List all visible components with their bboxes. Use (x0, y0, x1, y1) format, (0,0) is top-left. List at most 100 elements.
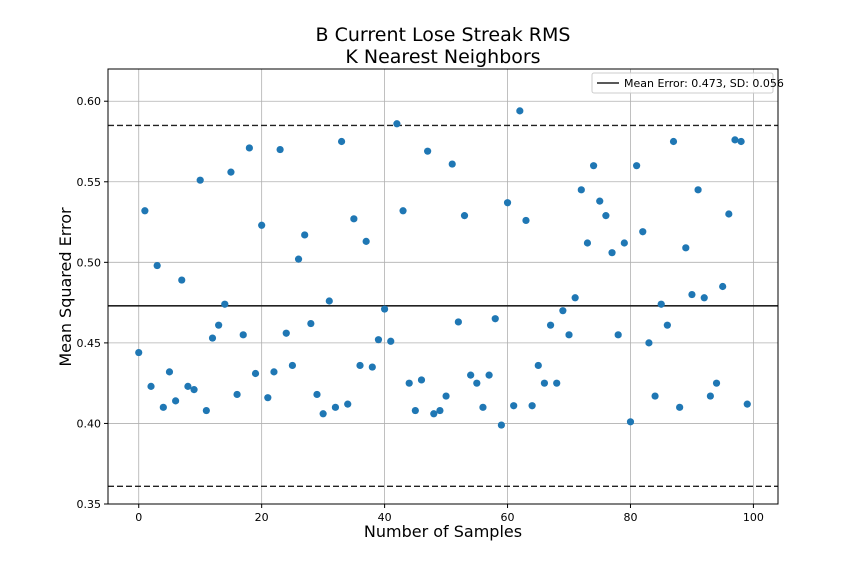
data-point (534, 361, 542, 370)
data-point (245, 144, 253, 152)
y-axis-label: Mean Squared Error (56, 207, 75, 367)
data-point (565, 331, 573, 339)
data-point (405, 379, 413, 387)
data-point (356, 361, 364, 370)
data-point (571, 294, 579, 302)
data-point (682, 244, 690, 252)
data-point (479, 403, 487, 411)
data-point (387, 337, 395, 345)
x-tick-label: 40 (378, 511, 392, 524)
data-point (172, 397, 180, 405)
data-point (344, 400, 352, 408)
data-point (448, 160, 456, 168)
data-point (362, 237, 370, 245)
data-point (215, 321, 223, 329)
data-point (319, 410, 327, 418)
data-point (276, 145, 284, 154)
x-tick-label: 80 (623, 511, 637, 524)
data-point (313, 390, 321, 399)
data-point (221, 300, 229, 308)
chart-title: B Current Lose Streak RMS (316, 24, 571, 46)
x-tick-label: 60 (501, 511, 515, 524)
data-point (522, 216, 530, 225)
legend-box (591, 72, 774, 94)
y-tick-label: 0.50 (77, 256, 102, 269)
data-point (135, 348, 143, 357)
data-point (694, 186, 702, 194)
data-point (700, 294, 708, 302)
data-point (337, 137, 346, 146)
data-point (589, 162, 598, 170)
data-point (424, 147, 432, 155)
axis-ticks: 0 20 40 60 80 100 0.35 0.40 0.45 0.50 0.55 0.60 (77, 95, 764, 524)
data-point (411, 406, 419, 415)
data-point (331, 403, 340, 411)
data-point (712, 379, 721, 387)
data-point (676, 403, 684, 411)
data-point (294, 255, 303, 263)
data-points (135, 107, 751, 429)
data-point (417, 376, 426, 384)
data-point (442, 392, 450, 400)
data-point (546, 321, 555, 329)
data-point (626, 418, 635, 426)
data-point (669, 137, 678, 146)
legend-label: Mean Error: 0.473, SD: 0.056 (624, 77, 784, 90)
data-point (460, 212, 469, 220)
grid-lines (108, 69, 778, 505)
data-point (620, 239, 628, 247)
data-point (141, 207, 149, 215)
data-point (596, 197, 604, 205)
data-point (516, 107, 524, 115)
data-point (553, 379, 561, 387)
data-point (178, 276, 186, 284)
data-point (282, 329, 290, 337)
data-point (663, 321, 671, 329)
data-point (202, 406, 210, 415)
x-axis-label: Number of Samples (364, 522, 522, 541)
data-point (258, 221, 266, 229)
data-point (159, 403, 167, 411)
data-point (153, 261, 161, 270)
y-tick-label: 0.45 (77, 337, 102, 350)
data-point (374, 336, 383, 344)
data-point (633, 162, 641, 170)
data-point (399, 207, 407, 215)
data-point (485, 371, 493, 379)
data-point (602, 212, 610, 220)
data-point (325, 297, 333, 305)
data-point (288, 361, 297, 370)
data-point (497, 421, 505, 429)
data-point (301, 231, 309, 239)
data-point (731, 136, 739, 144)
data-point (510, 402, 518, 410)
data-point (368, 363, 376, 371)
data-point (184, 382, 192, 390)
data-point (350, 215, 358, 223)
data-point (651, 392, 659, 400)
data-point (503, 199, 512, 207)
data-point (614, 331, 622, 339)
data-point (196, 176, 204, 184)
data-point (743, 400, 751, 408)
data-point (491, 315, 499, 323)
y-tick-label: 0.40 (77, 417, 102, 430)
x-tick-label: 20 (255, 511, 269, 524)
data-point (454, 318, 462, 326)
data-point (688, 290, 696, 299)
data-point (233, 390, 241, 399)
data-point (208, 334, 217, 342)
legend: Mean Error: 0.473, SD: 0.056 (591, 72, 784, 94)
data-point (719, 282, 727, 291)
data-point (559, 307, 567, 315)
data-point (436, 406, 444, 415)
data-point (540, 379, 549, 387)
y-tick-label: 0.55 (77, 176, 102, 189)
data-point (251, 369, 260, 378)
data-point (227, 168, 235, 176)
y-tick-label: 0.60 (77, 95, 102, 108)
data-point (608, 249, 616, 257)
data-point (645, 339, 653, 347)
data-point (147, 382, 155, 390)
